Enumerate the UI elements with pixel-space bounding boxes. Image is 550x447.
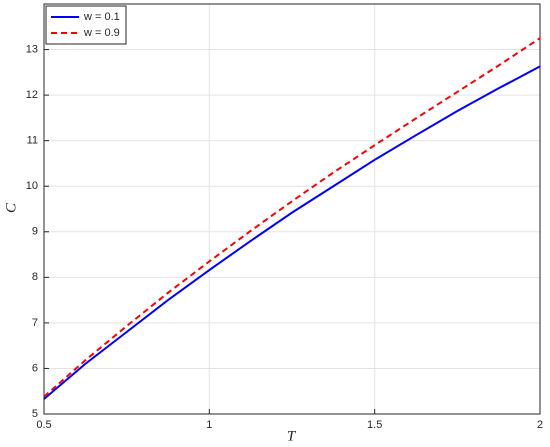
y-tick-label: 9 <box>32 226 38 238</box>
y-axis-label: C <box>3 202 19 213</box>
x-tick-label: 2 <box>537 419 543 431</box>
x-axis-label: T <box>287 428 297 444</box>
y-tick-label: 7 <box>32 317 38 329</box>
y-tick-label: 5 <box>32 408 38 420</box>
legend-box <box>45 5 127 45</box>
legend-label: w = 0.9 <box>83 27 120 39</box>
y-tick-label: 6 <box>32 362 38 374</box>
line <box>43 37 541 398</box>
x-tick-label: 1.5 <box>367 419 382 431</box>
y-tick-label: 12 <box>26 89 38 101</box>
y-tick-label: 11 <box>27 135 38 147</box>
y-tick-label: 8 <box>32 271 38 283</box>
plot-frame <box>43 3 541 415</box>
y-tick-label: 13 <box>26 43 38 55</box>
x-tick-label: 1 <box>206 419 212 431</box>
x-tick-label: 0.5 <box>36 419 51 431</box>
line <box>43 65 541 400</box>
legend-label: w = 0.1 <box>83 11 120 23</box>
y-tick-label: 10 <box>26 180 38 192</box>
